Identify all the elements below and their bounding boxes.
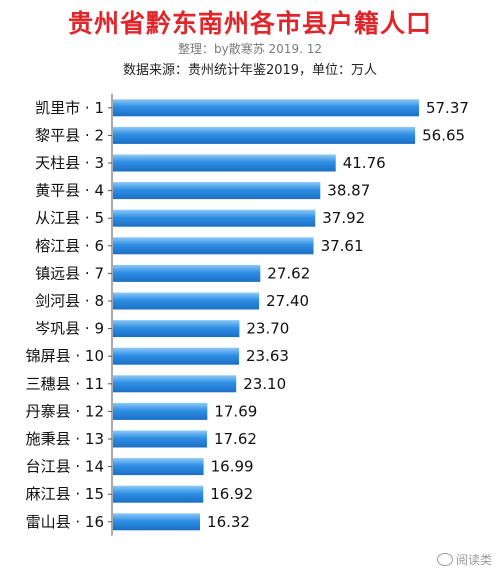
data-label: 17.69 [214,402,257,420]
data-label: 27.40 [266,292,309,310]
data-label: 23.63 [246,347,289,365]
chart-subtitle: 整理：by散寒苏 2019. 12 [178,42,322,56]
category-label: 黎平县 · 2 [35,126,104,144]
data-label: 27.62 [267,264,310,282]
category-label: 台江县 · 14 [26,458,104,476]
category-label: 雷山县 · 16 [26,513,104,531]
data-label: 16.99 [211,458,254,476]
category-label: 凯里市 · 1 [35,99,104,117]
category-label: 施秉县 · 13 [26,430,104,448]
data-label: 41.76 [343,154,386,172]
bar [113,375,237,393]
data-source-note: 数据来源：贵州统计年鉴2019，单位：万人 [122,63,378,78]
category-label: 天柱县 · 3 [35,154,104,172]
data-label: 23.70 [246,320,289,338]
bar [113,126,416,144]
bar [113,154,336,172]
category-label: 岑巩县 · 9 [35,320,104,338]
watermark-text: 阅读类 [455,553,492,567]
bar [113,513,201,531]
bar [113,430,207,448]
data-label: 57.37 [426,99,469,117]
bar [113,99,419,117]
data-label: 23.10 [243,375,286,393]
watermark: 阅读类 [436,551,492,568]
data-label: 56.65 [422,126,465,144]
category-label: 锦屏县 · 10 [26,347,104,365]
category-label: 黄平县 · 4 [35,182,104,200]
data-label: 37.61 [321,237,364,255]
wechat-icon [436,553,453,566]
bar [113,292,260,310]
chart-title: 贵州省黔东南州各市县户籍人口 [67,9,432,38]
category-label: 镇远县 · 7 [35,264,104,282]
bar [113,182,321,200]
category-label: 三穗县 · 11 [26,375,104,393]
bar [113,458,204,476]
category-label: 从江县 · 5 [35,209,104,227]
bar [113,320,240,338]
data-label: 17.62 [214,430,257,448]
bar [113,209,316,227]
data-label: 37.92 [322,209,365,227]
bar [113,264,261,282]
category-label: 剑河县 · 8 [35,292,104,310]
category-label: 丹寨县 · 12 [26,402,104,420]
category-label: 麻江县 · 15 [26,485,104,503]
bar [113,402,208,420]
data-label: 16.92 [210,485,253,503]
bar [113,237,314,255]
data-label: 16.32 [207,513,250,531]
data-label: 38.87 [327,182,370,200]
bar [113,347,240,365]
bar [113,485,204,503]
category-label: 榕江县 · 6 [35,237,104,255]
